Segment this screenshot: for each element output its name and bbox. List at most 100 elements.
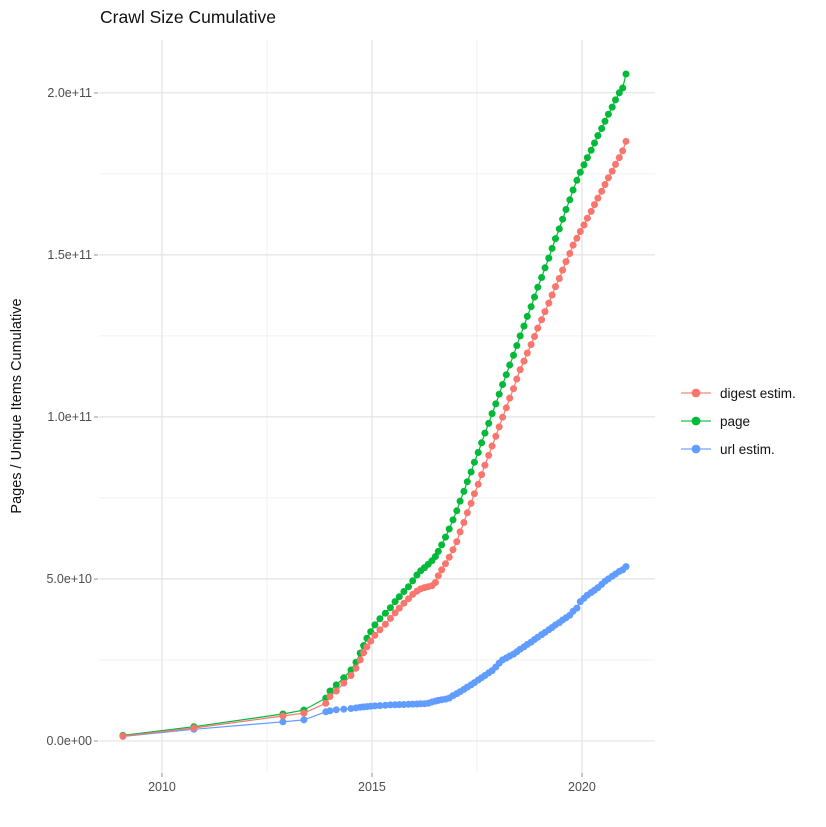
series-point-page <box>594 132 602 140</box>
series-point-page <box>434 547 442 555</box>
series-point-url-estim <box>300 716 308 724</box>
series-point-url-estim <box>573 604 581 612</box>
series-point-page <box>545 254 553 262</box>
series-point-url-estim <box>326 707 334 715</box>
series-point-page <box>456 497 464 505</box>
series-point-digest-estim <box>506 394 514 402</box>
series-point-page <box>381 609 389 617</box>
series-point-digest-estim <box>552 283 559 291</box>
series-point-digest-estim <box>492 432 500 440</box>
legend-label-url-estim: url estim. <box>720 441 775 457</box>
y-axis-title: Pages / Unique Items Cumulative <box>9 298 25 514</box>
series-point-page <box>340 674 348 682</box>
series-point-digest-estim <box>619 147 627 155</box>
series-point-digest-estim <box>438 566 446 574</box>
series-point-page <box>376 615 384 623</box>
series-point-page <box>485 419 493 427</box>
series-point-digest-estim <box>456 528 464 536</box>
x-tick-mark <box>581 773 583 777</box>
legend-key-icon <box>681 416 711 426</box>
series-point-digest-estim <box>395 604 403 612</box>
legend-key-dot <box>691 416 701 426</box>
series-point-digest-estim <box>326 693 334 700</box>
series-point-page <box>562 206 570 213</box>
series-point-digest-estim <box>608 167 616 175</box>
series-point-page <box>513 342 521 350</box>
series-point-digest-estim <box>363 643 371 651</box>
series-point-digest-estim <box>442 560 449 568</box>
series-point-page <box>391 598 399 606</box>
y-tick-label: 1.0e+11 <box>47 409 92 424</box>
series-point-digest-estim <box>527 341 535 349</box>
series-point-digest-estim <box>513 375 521 383</box>
series-point-digest-estim <box>591 201 598 209</box>
series-point-digest-estim <box>381 620 389 628</box>
x-tick-label: 2010 <box>148 780 176 794</box>
series-point-page <box>405 583 412 591</box>
series-point-digest-estim <box>559 266 567 274</box>
y-tick-label: 0.0e+00 <box>46 733 92 748</box>
series-point-page <box>510 351 517 359</box>
series-point-digest-estim <box>332 687 340 695</box>
series-point-digest-estim <box>541 308 549 316</box>
series-point-page <box>587 146 595 154</box>
series-point-page <box>395 593 403 601</box>
y-tick-mark <box>94 578 98 580</box>
series-point-page <box>463 478 471 486</box>
series-point-page <box>552 235 559 243</box>
series-point-digest-estim <box>548 291 556 299</box>
series-point-page <box>538 274 546 281</box>
series-point-digest-estim <box>598 187 606 195</box>
series-point-page <box>502 371 510 379</box>
series-point-url-estim <box>332 706 340 714</box>
legend-label-page: page <box>720 413 751 429</box>
series-point-page <box>619 84 627 92</box>
series-line-digest-estim <box>122 141 627 737</box>
series-point-digest-estim <box>499 413 507 421</box>
series-point-digest-estim <box>445 553 453 561</box>
series-point-page <box>576 168 584 176</box>
series-point-digest-estim <box>523 349 531 357</box>
series-point-digest-estim <box>467 499 475 507</box>
legend-item-url-estim: url estim. <box>681 435 796 463</box>
series-point-digest-estim <box>478 471 486 479</box>
series-point-digest-estim <box>580 221 588 229</box>
series-point-digest-estim <box>391 609 399 617</box>
series-line-url-estim <box>122 566 627 737</box>
series-point-page <box>541 264 549 272</box>
legend: digest estim. page url estim. <box>681 379 796 463</box>
series-point-digest-estim <box>405 595 412 603</box>
series-point-page <box>460 487 468 495</box>
series-point-page <box>481 429 489 437</box>
series-point-page <box>573 176 581 184</box>
series-point-digest-estim <box>562 258 570 266</box>
series-point-url-estim <box>340 705 348 713</box>
series-point-page <box>555 225 563 233</box>
series-point-digest-estim <box>534 324 542 332</box>
series-point-digest-estim <box>594 194 602 202</box>
series-point-page <box>499 381 507 388</box>
series-point-page <box>478 439 486 447</box>
series-point-page <box>332 681 340 689</box>
series-point-digest-estim <box>356 656 364 664</box>
series-point-page <box>608 103 616 111</box>
legend-item-digest-estim: digest estim. <box>681 379 796 407</box>
plot-panel <box>99 40 655 773</box>
x-tick-label: 2015 <box>358 780 386 794</box>
x-tick-mark <box>371 773 373 777</box>
series-point-page <box>492 400 500 408</box>
series-point-page <box>569 186 577 194</box>
series-point-page <box>559 215 567 223</box>
legend-key-dot <box>691 388 701 398</box>
series-point-page <box>449 516 457 524</box>
series-point-digest-estim <box>352 664 360 672</box>
legend-key-dot <box>691 444 701 454</box>
series-point-digest-estim <box>119 732 127 740</box>
series-point-digest-estim <box>545 299 553 307</box>
series-point-digest-estim <box>434 572 442 580</box>
y-tick-mark <box>94 92 98 94</box>
chart-title: Crawl Size Cumulative <box>100 7 277 27</box>
series-point-digest-estim <box>576 228 584 235</box>
series-point-digest-estim <box>474 480 482 488</box>
